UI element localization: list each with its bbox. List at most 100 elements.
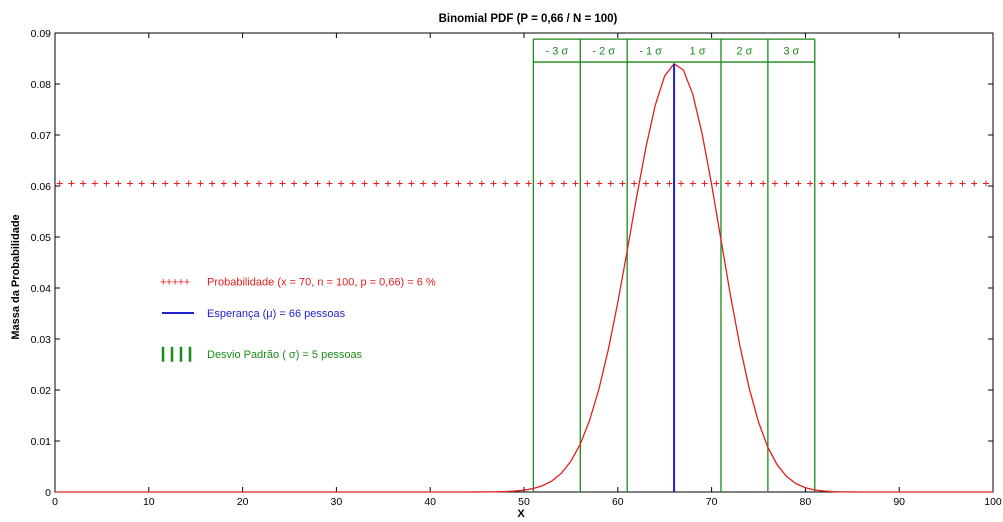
y-tick-label: 0.03 [31, 334, 52, 346]
probability-marker [279, 180, 286, 187]
probability-marker [338, 180, 345, 187]
probability-marker [607, 180, 614, 187]
probability-marker [572, 180, 579, 187]
probability-marker [760, 180, 767, 187]
x-tick-label: 80 [800, 496, 812, 508]
probability-marker [560, 180, 567, 187]
probability-marker [631, 180, 638, 187]
probability-marker [795, 180, 802, 187]
x-tick-label: 20 [237, 496, 249, 508]
probability-marker [807, 180, 814, 187]
probability-marker [619, 180, 626, 187]
y-tick-label: 0.08 [31, 79, 52, 91]
probability-marker [596, 180, 603, 187]
y-axis-label: Massa da Probabilidade [10, 214, 22, 339]
sigma-band-label: 2 σ [736, 46, 752, 58]
probability-marker [537, 180, 544, 187]
probability-marker [349, 180, 356, 187]
legend: +++++ Probabilidade (x = 70, n = 100, p =… [160, 276, 436, 362]
probability-marker [68, 180, 75, 187]
probability-marker [431, 180, 438, 187]
probability-marker [396, 180, 403, 187]
probability-marker [103, 180, 110, 187]
probability-marker [127, 180, 134, 187]
probability-marker [361, 180, 368, 187]
y-tick-label: 0.02 [31, 385, 52, 397]
probability-marker [842, 180, 849, 187]
probability-marker [185, 180, 192, 187]
x-tick-label: 70 [706, 496, 718, 508]
probability-marker [490, 180, 497, 187]
sigma-band-label: - 3 σ [545, 46, 568, 58]
probability-marker [549, 180, 556, 187]
x-tick-label: 100 [984, 496, 1002, 508]
chart-title: Binomial PDF (P = 0,66 / N = 100) [439, 13, 618, 25]
probability-marker [736, 180, 743, 187]
sigma-band-label: 1 σ [690, 46, 706, 58]
probability-marker [455, 180, 462, 187]
probability-marker [291, 180, 298, 187]
plot-area: 0 10 20 30 40 50 60 70 80 90 100 0 0.01 0.02 0.03 0.04 0… [31, 28, 1002, 508]
probability-marker [115, 180, 122, 187]
probability-marker [689, 180, 696, 187]
probability-marker [830, 180, 837, 187]
probability-marker [209, 180, 216, 187]
probability-marker [502, 180, 509, 187]
probability-marker [384, 180, 391, 187]
y-tick-label: 0.05 [31, 232, 52, 244]
probability-marker [467, 180, 474, 187]
probability-marker [326, 180, 333, 187]
probability-marker [771, 180, 778, 187]
x-axis-label: X [517, 508, 525, 520]
probability-marker [900, 180, 907, 187]
probability-marker [80, 180, 87, 187]
probability-marker [91, 180, 98, 187]
y-tick-label: 0.06 [31, 181, 52, 193]
probability-marker [56, 180, 63, 187]
probability-marker [197, 180, 204, 187]
probability-marker [654, 180, 661, 187]
probability-marker [302, 180, 309, 187]
probability-marker [314, 180, 321, 187]
probability-marker [678, 180, 685, 187]
probability-marker [947, 180, 954, 187]
probability-marker [408, 180, 415, 187]
sigma-band-label: - 2 σ [592, 46, 615, 58]
probability-marker [877, 180, 884, 187]
probability-marker [443, 180, 450, 187]
probability-marker [912, 180, 919, 187]
probability-marker [853, 180, 860, 187]
probability-marker [173, 180, 180, 187]
probability-marker [478, 180, 485, 187]
probability-marker [420, 180, 427, 187]
probability-marker [748, 180, 755, 187]
legend-marker-probability: +++++ [160, 276, 190, 288]
y-tick-label: 0.07 [31, 130, 52, 142]
legend-label-probability: Probabilidade (x = 70, n = 100, p = 0,66… [207, 276, 436, 288]
x-tick-label: 90 [893, 496, 905, 508]
x-tick-label: 40 [424, 496, 436, 508]
probability-marker [513, 180, 520, 187]
probability-marker [818, 180, 825, 187]
probability-marker [936, 180, 943, 187]
sigma-band-label: 3 σ [783, 46, 799, 58]
x-tick-label: 60 [612, 496, 624, 508]
plot-frame [54, 32, 994, 493]
probability-marker [162, 180, 169, 187]
probability-marker [971, 180, 978, 187]
x-tick-label: 50 [518, 496, 530, 508]
probability-marker [642, 180, 649, 187]
probability-marker [713, 180, 720, 187]
probability-marker [232, 180, 239, 187]
sigma-band-label: - 1 σ [639, 46, 662, 58]
probability-marker [150, 180, 157, 187]
legend-label-sigma: Desvio Padrão ( σ) = 5 pessoas [207, 349, 363, 361]
probability-marker [982, 180, 989, 187]
probability-marker [256, 180, 263, 187]
pdf-curve [55, 62, 993, 493]
probability-marker [138, 180, 145, 187]
y-tick-label: 0 [45, 487, 51, 499]
y-tick-label: 0.04 [31, 283, 52, 295]
probability-marker [701, 180, 708, 187]
probability-marker [959, 180, 966, 187]
